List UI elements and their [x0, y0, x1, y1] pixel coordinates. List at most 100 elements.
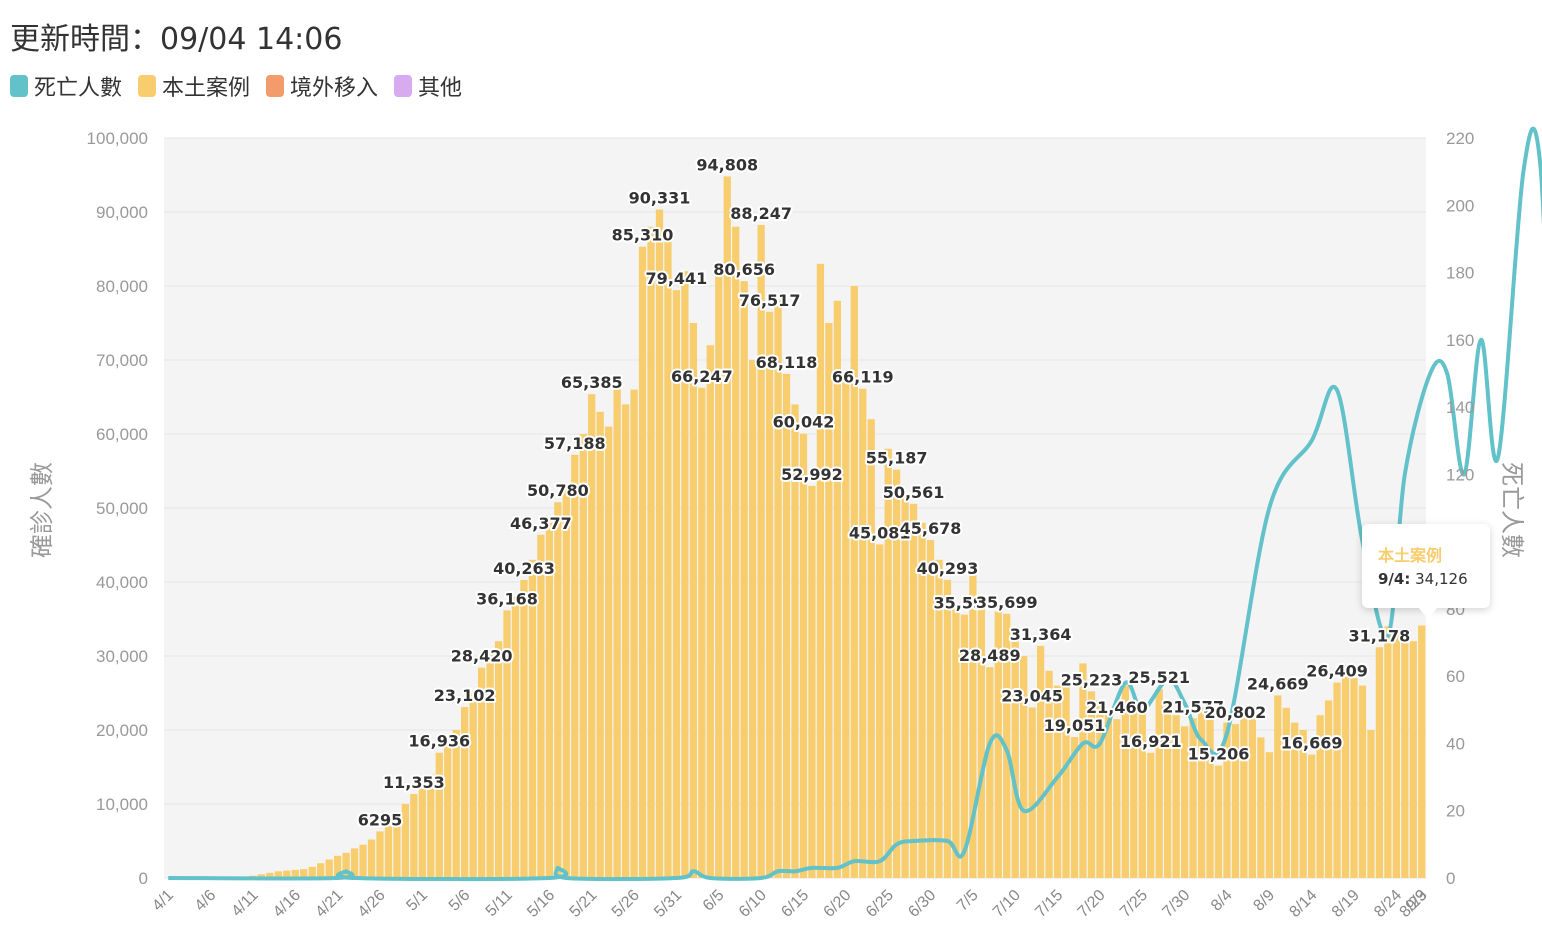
bar[interactable] — [401, 804, 410, 878]
bar[interactable] — [655, 209, 664, 878]
bar[interactable] — [452, 730, 460, 878]
bar[interactable] — [1282, 707, 1290, 878]
bar[interactable] — [909, 503, 918, 878]
bar[interactable] — [1291, 722, 1299, 878]
bar[interactable] — [291, 869, 299, 878]
bar[interactable] — [520, 580, 528, 878]
bar[interactable] — [1248, 715, 1257, 878]
bar[interactable] — [681, 271, 689, 878]
bar[interactable] — [1197, 707, 1206, 878]
bar[interactable] — [791, 404, 799, 878]
bar[interactable] — [1384, 626, 1392, 878]
bar[interactable] — [325, 859, 333, 879]
bar[interactable] — [1113, 719, 1121, 878]
bar[interactable] — [774, 300, 782, 878]
bar[interactable] — [630, 389, 638, 878]
bar[interactable] — [1231, 724, 1240, 878]
bar[interactable] — [1070, 737, 1079, 878]
bar[interactable] — [257, 874, 266, 878]
bar[interactable] — [427, 774, 435, 878]
bar[interactable] — [333, 855, 342, 878]
bar[interactable] — [1147, 752, 1155, 878]
bar[interactable] — [1409, 641, 1417, 878]
bar[interactable] — [884, 448, 892, 878]
bar[interactable] — [444, 741, 452, 878]
bar[interactable] — [757, 224, 765, 879]
deaths-line-path[interactable] — [168, 126, 1542, 882]
bar[interactable] — [469, 693, 477, 878]
bar[interactable] — [435, 752, 443, 878]
bar[interactable] — [647, 226, 655, 879]
bar[interactable] — [1341, 670, 1350, 878]
bar[interactable] — [571, 454, 579, 878]
bar[interactable] — [969, 567, 977, 878]
bar[interactable] — [266, 872, 274, 878]
bar[interactable] — [876, 544, 884, 878]
bar[interactable] — [579, 434, 587, 878]
bar[interactable] — [1350, 678, 1358, 878]
bar[interactable] — [1053, 685, 1062, 878]
bar[interactable] — [833, 300, 841, 878]
bar[interactable] — [1096, 700, 1104, 878]
bar[interactable] — [1028, 707, 1036, 878]
bar[interactable] — [1062, 678, 1070, 878]
bar[interactable] — [808, 485, 816, 878]
bar[interactable] — [706, 345, 714, 878]
bar[interactable] — [1164, 700, 1172, 878]
bar[interactable] — [503, 610, 511, 878]
bar[interactable] — [613, 374, 621, 878]
bar[interactable] — [494, 641, 503, 878]
bar[interactable] — [486, 652, 494, 878]
legend-item-local-cases[interactable]: 本土案例 — [138, 70, 250, 102]
bar[interactable] — [274, 871, 282, 878]
bar[interactable] — [816, 263, 825, 878]
bar[interactable] — [1333, 682, 1341, 878]
bar[interactable] — [1121, 685, 1129, 878]
bar[interactable] — [1324, 700, 1333, 878]
bars[interactable] — [249, 176, 1426, 879]
bar[interactable] — [926, 539, 935, 878]
bar[interactable] — [1375, 647, 1384, 878]
legend-item-other[interactable]: 其他 — [394, 70, 462, 102]
bar[interactable] — [867, 419, 875, 878]
bar[interactable] — [1274, 695, 1282, 878]
bar[interactable] — [1020, 656, 1028, 878]
bar[interactable] — [367, 839, 376, 878]
bar[interactable] — [1036, 645, 1045, 878]
bar[interactable] — [1367, 730, 1375, 878]
bar[interactable] — [588, 394, 596, 878]
bar[interactable] — [689, 323, 697, 878]
bar[interactable] — [943, 579, 952, 878]
bar[interactable] — [740, 281, 748, 878]
bar[interactable] — [418, 785, 426, 879]
bar[interactable] — [1079, 663, 1087, 878]
bar[interactable] — [850, 286, 858, 878]
bar[interactable] — [960, 614, 969, 878]
bar[interactable] — [765, 311, 774, 879]
bar[interactable] — [1316, 715, 1324, 878]
bar[interactable] — [1011, 633, 1019, 878]
bar[interactable] — [342, 852, 350, 878]
bar[interactable] — [1265, 752, 1273, 878]
bar[interactable] — [664, 241, 672, 879]
bar[interactable] — [672, 290, 681, 878]
bar[interactable] — [799, 433, 808, 878]
bar[interactable] — [1189, 718, 1197, 878]
bar[interactable] — [545, 522, 554, 878]
bar[interactable] — [1130, 707, 1138, 878]
bar[interactable] — [994, 611, 1002, 878]
bar[interactable] — [1401, 633, 1409, 878]
bar[interactable] — [537, 534, 545, 878]
bar[interactable] — [1087, 691, 1096, 878]
bar[interactable] — [986, 667, 994, 878]
bar[interactable] — [1045, 670, 1053, 878]
bar[interactable] — [1392, 630, 1400, 878]
bar[interactable] — [554, 502, 562, 878]
bar[interactable] — [376, 831, 384, 878]
bar[interactable] — [1138, 700, 1146, 878]
legend-item-deaths[interactable]: 死亡人數 — [10, 70, 122, 102]
bar[interactable] — [1180, 726, 1189, 878]
bar[interactable] — [1240, 707, 1248, 878]
bar[interactable] — [1257, 737, 1265, 878]
bar[interactable] — [918, 522, 926, 878]
